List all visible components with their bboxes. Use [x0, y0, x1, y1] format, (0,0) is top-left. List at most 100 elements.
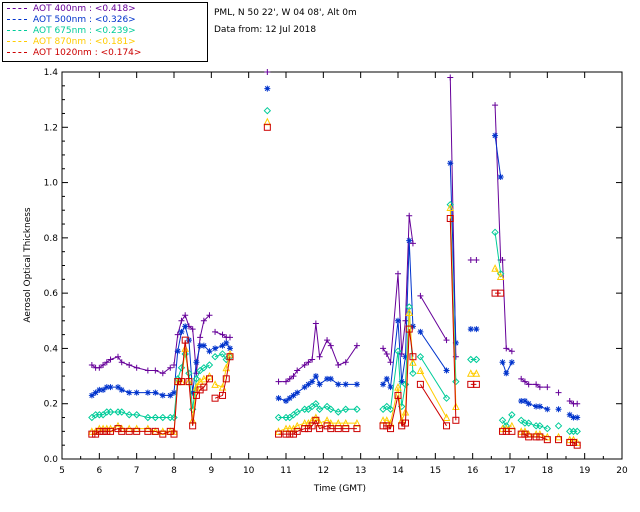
data-point — [508, 348, 515, 355]
y-tick-label: 1.4 — [44, 68, 59, 78]
data-point — [518, 397, 525, 404]
series-line — [569, 441, 578, 446]
legend-entry-870: AOT 870nm : <0.181> — [7, 37, 136, 48]
data-point — [170, 413, 178, 422]
data-point — [159, 392, 166, 399]
data-point — [417, 292, 424, 299]
data-point — [342, 359, 349, 366]
data-point — [92, 389, 99, 396]
data-point — [406, 212, 413, 219]
legend-swatch-icon — [7, 19, 27, 20]
series-line — [278, 419, 357, 435]
series-line — [419, 370, 447, 418]
data-point — [327, 342, 334, 349]
data-point — [192, 391, 200, 399]
data-point — [171, 389, 177, 396]
data-point — [574, 414, 581, 421]
data-point — [342, 405, 350, 413]
series-line — [173, 314, 210, 374]
data-point — [126, 362, 133, 369]
data-point — [409, 323, 416, 330]
series-line — [419, 331, 447, 371]
data-point — [395, 317, 401, 324]
series-line — [382, 215, 414, 365]
data-point — [118, 427, 126, 435]
data-point — [200, 317, 207, 324]
y-tick-label: 0.8 — [44, 234, 59, 244]
data-point — [312, 320, 319, 327]
data-point — [517, 430, 525, 438]
data-point — [133, 427, 141, 435]
data-point — [132, 411, 141, 419]
data-point — [219, 331, 226, 338]
data-point — [189, 422, 197, 430]
data-point — [353, 425, 361, 433]
data-point — [472, 355, 481, 364]
data-point — [387, 384, 394, 391]
data-point — [222, 375, 230, 383]
data-point — [133, 389, 140, 396]
x-tick-label: 12 — [318, 466, 329, 476]
data-point — [342, 425, 350, 433]
data-point — [312, 400, 320, 408]
data-point — [107, 427, 115, 435]
data-point — [144, 367, 151, 374]
data-point — [383, 402, 391, 411]
data-point — [380, 381, 387, 388]
data-point — [205, 361, 214, 369]
data-point — [472, 369, 481, 377]
data-point — [167, 392, 174, 399]
data-point — [508, 427, 516, 435]
data-point — [496, 272, 505, 281]
legend-entry-1020: AOT 1020nm : <0.174> — [7, 48, 141, 59]
data-point — [212, 345, 219, 352]
data-point — [353, 405, 361, 413]
data-point — [327, 405, 335, 413]
legend-name: AOT 675nm — [33, 26, 87, 36]
data-point — [107, 384, 114, 391]
data-point — [227, 334, 233, 341]
data-point — [226, 353, 234, 361]
legend: AOT 400nm : <0.418> AOT 500nm : <0.326> … — [2, 2, 208, 62]
data-point — [275, 378, 282, 385]
data-point — [182, 312, 189, 319]
data-point — [107, 356, 114, 363]
data-point — [335, 362, 342, 369]
data-point — [205, 375, 213, 383]
data-point — [193, 359, 200, 366]
data-point — [573, 441, 581, 449]
data-point — [472, 380, 480, 388]
data-point — [544, 384, 551, 391]
data-point — [503, 345, 510, 352]
legend-entry-400: AOT 400nm : <0.418> — [7, 4, 136, 15]
data-point — [508, 359, 515, 366]
data-point — [211, 353, 219, 361]
x-tick-label: 17 — [504, 466, 515, 476]
data-point — [200, 374, 208, 383]
data-point — [446, 203, 455, 211]
y-tick-label: 1.2 — [44, 123, 58, 133]
y-tick-label: 0.6 — [44, 289, 59, 299]
data-point — [192, 375, 201, 383]
data-point — [324, 375, 331, 382]
data-point — [219, 391, 227, 399]
data-point — [197, 334, 204, 341]
data-point — [394, 391, 402, 399]
x-tick-label: 9 — [208, 466, 214, 476]
axis-ticks: 5 6 7 8 9 10 11 12 13 14 15 16 17 18 19 20 0.0 0.2 0.4 0.6 0… — [44, 68, 628, 476]
data-point — [218, 350, 227, 358]
legend-name: AOT 1020nm — [33, 48, 92, 58]
data-point — [144, 389, 151, 396]
data-point — [316, 353, 323, 360]
data-point — [115, 384, 121, 391]
data-point — [492, 102, 499, 109]
data-point — [536, 422, 544, 430]
data-point — [275, 430, 283, 438]
series-line — [419, 295, 447, 341]
data-point — [200, 364, 208, 372]
data-point — [491, 264, 499, 272]
data-point — [99, 427, 107, 435]
data-point — [159, 413, 167, 422]
data-point — [312, 416, 320, 424]
data-point — [503, 370, 510, 377]
